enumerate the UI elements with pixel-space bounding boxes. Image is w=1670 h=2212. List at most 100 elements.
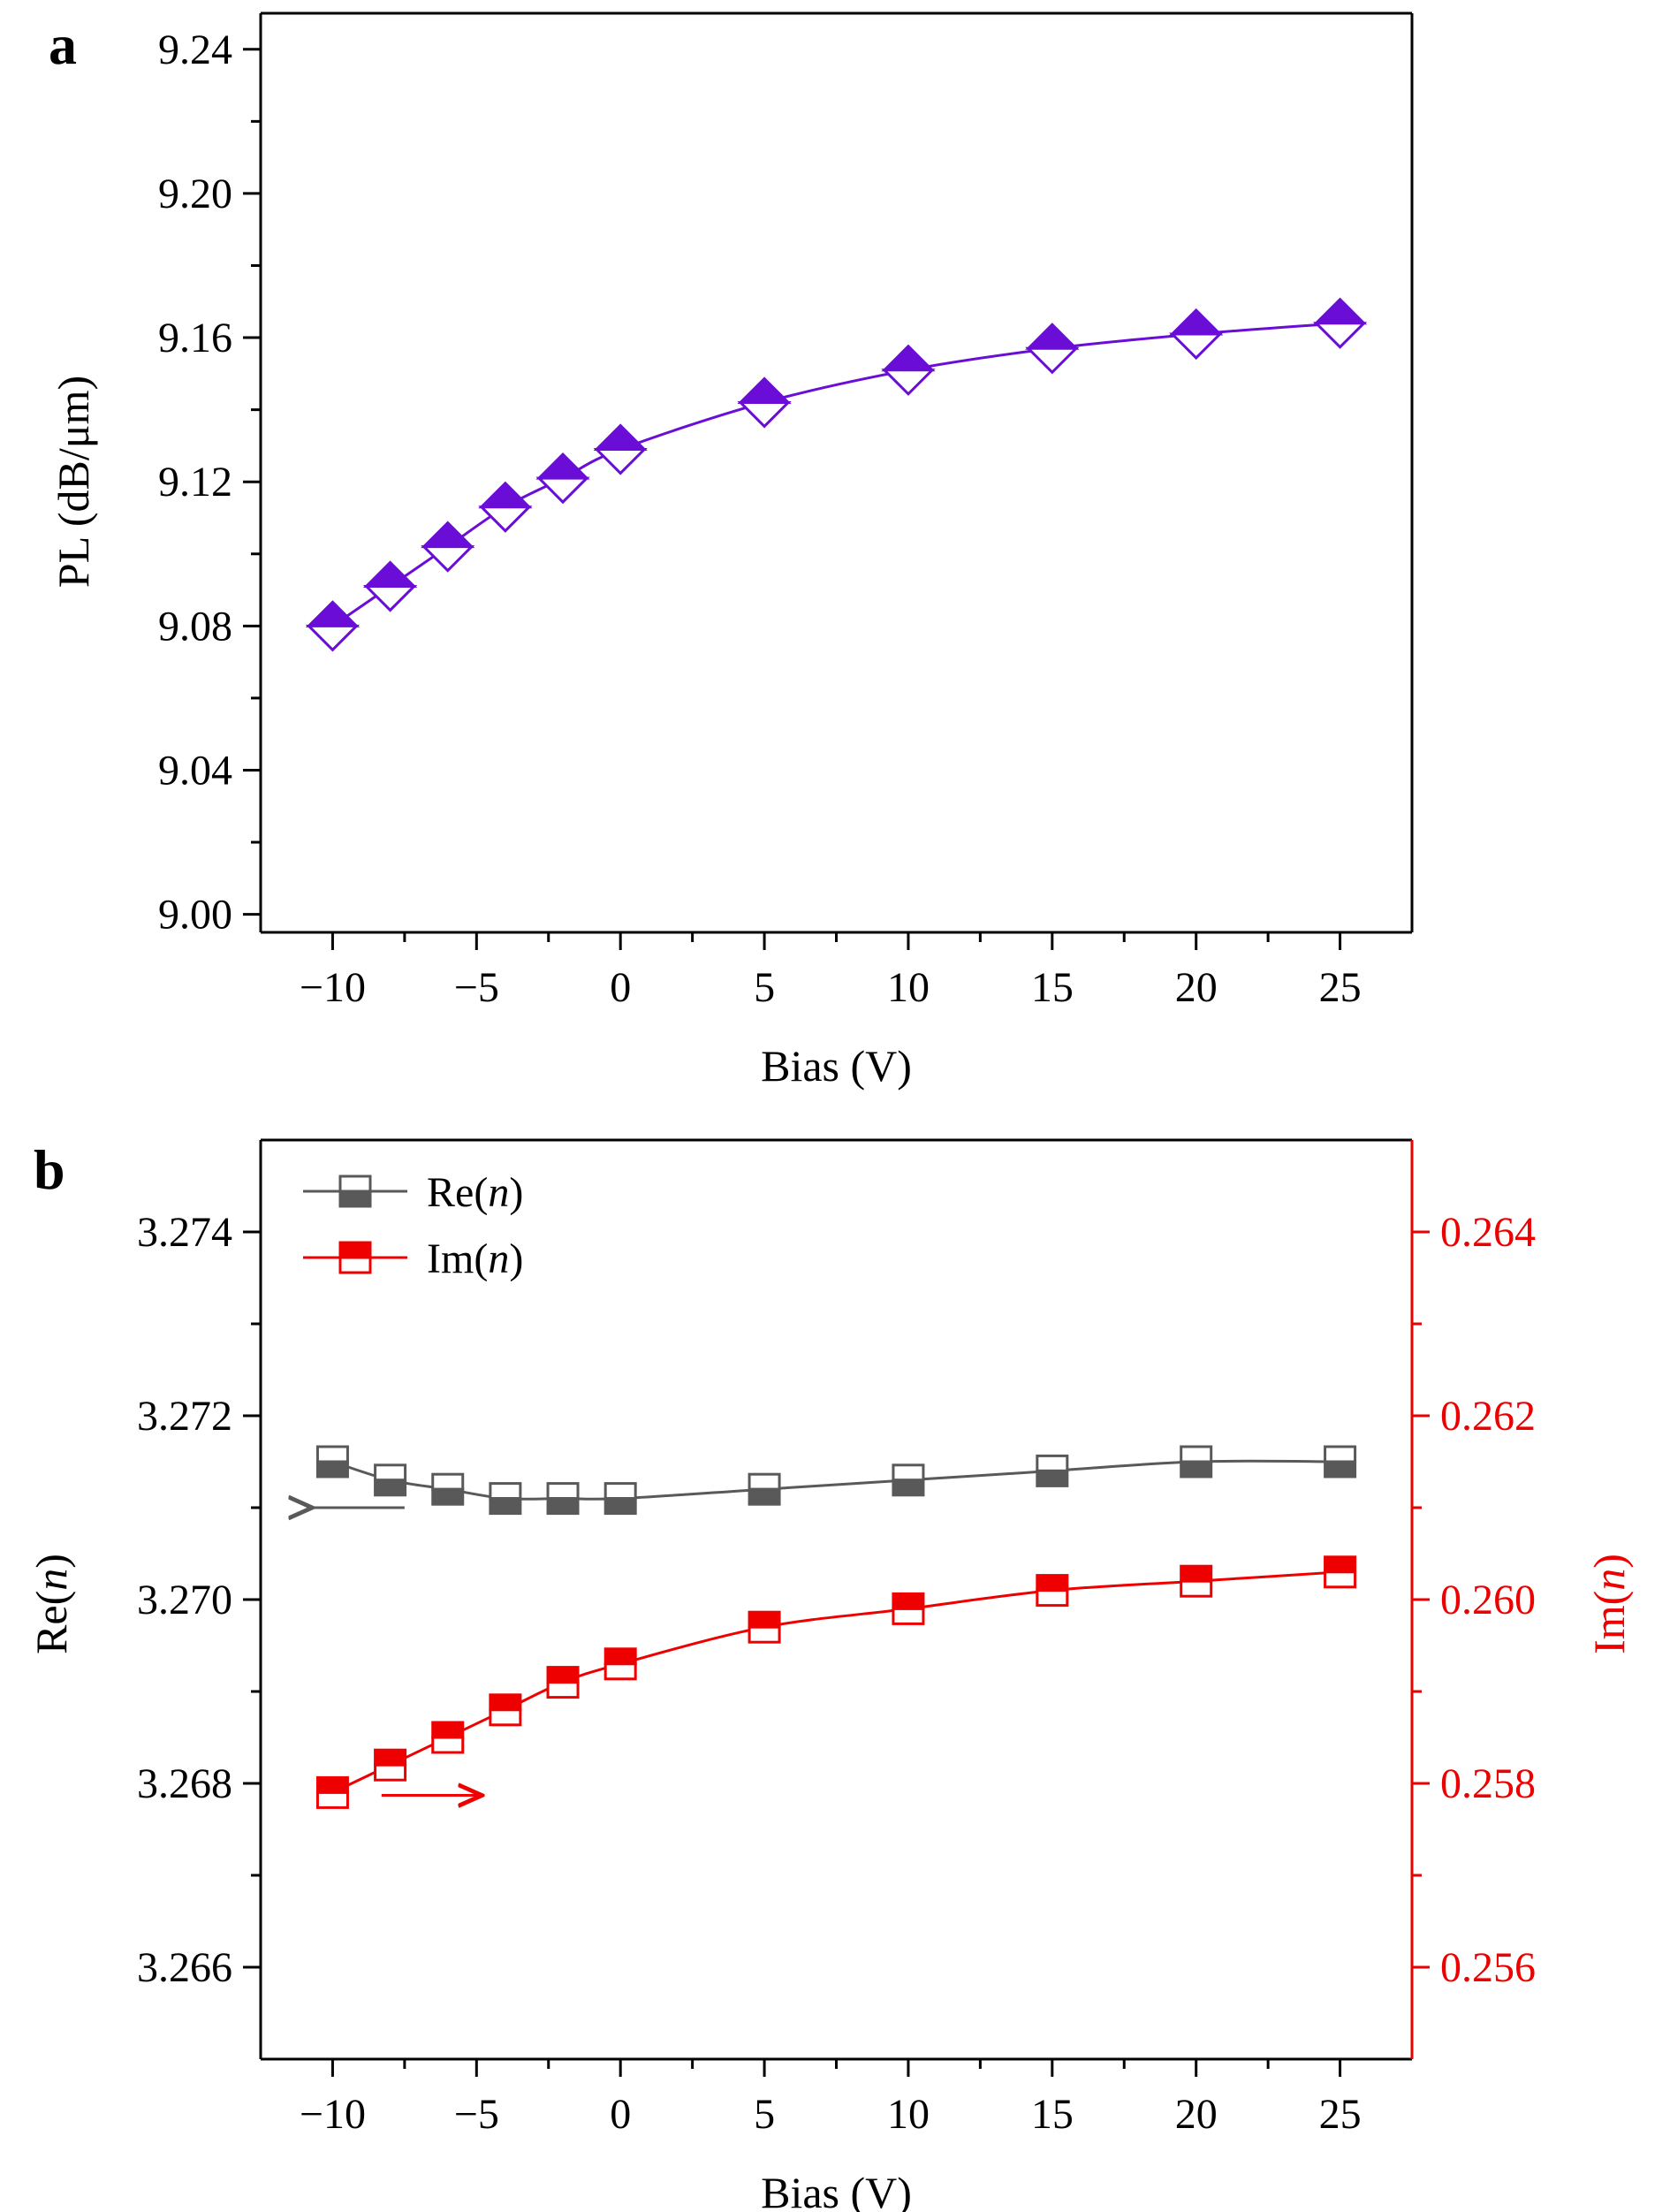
y-right-tick-label: 0.262 (1440, 1393, 1536, 1440)
data-point (305, 600, 361, 652)
marker-filled-half (315, 1775, 349, 1794)
marker-open-half (535, 476, 590, 505)
x-tick-label: 15 (1031, 964, 1074, 1011)
marker-open-half (748, 1472, 781, 1491)
series-line (331, 1570, 1340, 1794)
marker-open-half (338, 1174, 372, 1193)
data-point (593, 423, 648, 475)
panel-b-chart: −10 −5 0 5 10 15 20 25 3.266 3.268 3.270 3.272 3.274… (27, 1138, 1634, 2212)
x-tick-label: 15 (1031, 2091, 1074, 2138)
marker-filled-half (1169, 308, 1224, 336)
data-point (1169, 308, 1224, 361)
panel-a-letter: a (49, 13, 77, 76)
data-point (362, 560, 418, 612)
legend-label-italic: n (488, 1235, 509, 1282)
marker-filled-half (1180, 1460, 1213, 1478)
legend-label-part: ) (509, 1169, 523, 1216)
marker-open-half (1324, 1445, 1357, 1463)
panel-a-chart: −10 −5 0 5 10 15 20 25 9.00 9.04 9.08 9.12 9.16 9.20 9… (49, 11, 1414, 1091)
y-axis-title: PL (dB/μm) (49, 376, 98, 588)
marker-open-half (489, 1482, 522, 1501)
marker-open-half (431, 1472, 465, 1491)
data-point (431, 1721, 465, 1754)
marker-open-half (1025, 346, 1080, 375)
marker-filled-half (1180, 1564, 1213, 1583)
data-point (489, 1693, 522, 1727)
data-point (338, 1174, 372, 1208)
data-point (892, 1592, 925, 1625)
marker-filled-half (338, 1190, 372, 1208)
marker-filled-half (881, 344, 936, 372)
y-tick-label: 9.16 (158, 315, 232, 361)
legend-label: Im(n) (427, 1235, 523, 1282)
marker-filled-half (892, 1592, 925, 1610)
marker-open-half (892, 1607, 925, 1625)
x-tick-label: 10 (887, 964, 930, 1011)
y-right-tick-label: 0.264 (1440, 1209, 1536, 1256)
marker-open-half (305, 624, 361, 652)
marker-filled-half (1036, 1469, 1069, 1487)
marker-open-half (748, 1625, 781, 1644)
x-tick-label: 20 (1175, 964, 1218, 1011)
legend-label: Re(n) (427, 1169, 523, 1216)
marker-open-half (1036, 1589, 1069, 1608)
data-point (374, 1748, 407, 1782)
data-point (546, 1666, 580, 1699)
marker-open-half (603, 1482, 637, 1501)
marker-filled-half (603, 1497, 637, 1516)
data-point (315, 1775, 349, 1809)
marker-open-half (1169, 332, 1224, 361)
x-tick-label: 5 (754, 2091, 775, 2138)
marker-open-half (362, 584, 418, 612)
marker-filled-half (374, 1748, 407, 1767)
marker-filled-half (535, 452, 590, 480)
data-point (892, 1463, 925, 1497)
data-point (421, 521, 475, 573)
data-point (1324, 1445, 1357, 1478)
data-point (338, 1241, 372, 1274)
title-part: Re( (27, 1591, 76, 1654)
marker-filled-half (546, 1497, 580, 1516)
title-part: ) (27, 1554, 76, 1569)
marker-filled-half (737, 376, 792, 404)
marker-open-half (1180, 1579, 1213, 1598)
y-tick-label: 3.272 (137, 1393, 232, 1440)
marker-open-half (593, 447, 648, 475)
y-tick-label: 3.270 (137, 1577, 232, 1623)
series-line (331, 322, 1340, 627)
legend: Re(n) Im(n) (303, 1169, 523, 1282)
marker-open-half (1036, 1454, 1069, 1472)
marker-filled-half (1025, 323, 1080, 350)
legend-label-italic: n (488, 1169, 509, 1216)
x-axis-title: Bias (V) (761, 1041, 912, 1091)
marker-filled-half (546, 1666, 580, 1684)
marker-filled-half (315, 1460, 349, 1478)
legend-label-part: ) (509, 1235, 523, 1282)
marker-filled-half (431, 1721, 465, 1739)
title-part: ) (1584, 1554, 1634, 1569)
data-point (1180, 1564, 1213, 1598)
marker-open-half (1324, 1570, 1357, 1589)
data-point (748, 1610, 781, 1644)
y-tick-label: 9.00 (158, 892, 232, 939)
marker-filled-half (338, 1241, 372, 1259)
legend-label-part: Im( (427, 1235, 488, 1282)
marker-open-half (546, 1482, 580, 1501)
x-tick-label: −5 (454, 2091, 499, 2138)
marker-open-half (478, 505, 533, 533)
marker-filled-half (374, 1478, 407, 1497)
x-tick-label: −10 (300, 2091, 366, 2138)
data-point (374, 1463, 407, 1497)
y-tick-label: 9.08 (158, 603, 232, 650)
marker-open-half (1180, 1445, 1213, 1463)
x-tick-label: −5 (454, 964, 499, 1011)
marker-open-half (315, 1445, 349, 1463)
marker-open-half (489, 1708, 522, 1727)
data-point (1036, 1574, 1069, 1608)
y-tick-label: 9.12 (158, 459, 232, 505)
marker-open-half (546, 1681, 580, 1699)
title-part: Im( (1584, 1591, 1634, 1654)
y-right-tick-label: 0.260 (1440, 1577, 1536, 1623)
marker-open-half (881, 369, 936, 396)
